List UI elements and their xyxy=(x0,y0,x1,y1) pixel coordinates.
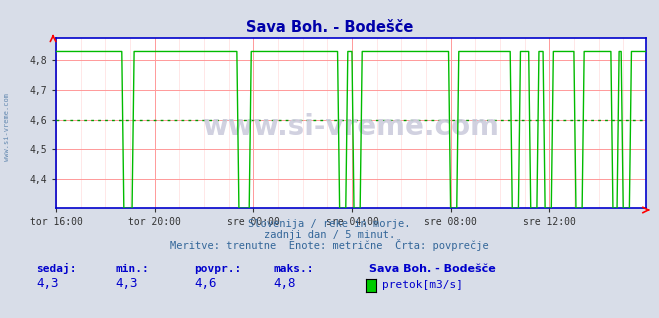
Text: min.:: min.: xyxy=(115,264,149,274)
Text: 4,3: 4,3 xyxy=(36,277,59,290)
Text: 4,8: 4,8 xyxy=(273,277,296,290)
Text: povpr.:: povpr.: xyxy=(194,264,242,274)
Text: zadnji dan / 5 minut.: zadnji dan / 5 minut. xyxy=(264,230,395,240)
Text: 4,6: 4,6 xyxy=(194,277,217,290)
Text: maks.:: maks.: xyxy=(273,264,314,274)
Text: pretok[m3/s]: pretok[m3/s] xyxy=(382,280,463,290)
Text: Slovenija / reke in morje.: Slovenija / reke in morje. xyxy=(248,219,411,229)
Text: sedaj:: sedaj: xyxy=(36,263,76,274)
Text: Sava Boh. - Bodešče: Sava Boh. - Bodešče xyxy=(246,19,413,35)
Text: www.si-vreme.com: www.si-vreme.com xyxy=(202,113,500,141)
Text: Meritve: trenutne  Enote: metrične  Črta: povprečje: Meritve: trenutne Enote: metrične Črta: … xyxy=(170,239,489,252)
Text: Sava Boh. - Bodešče: Sava Boh. - Bodešče xyxy=(369,264,496,274)
Text: www.si-vreme.com: www.si-vreme.com xyxy=(3,93,10,161)
Text: 4,3: 4,3 xyxy=(115,277,138,290)
